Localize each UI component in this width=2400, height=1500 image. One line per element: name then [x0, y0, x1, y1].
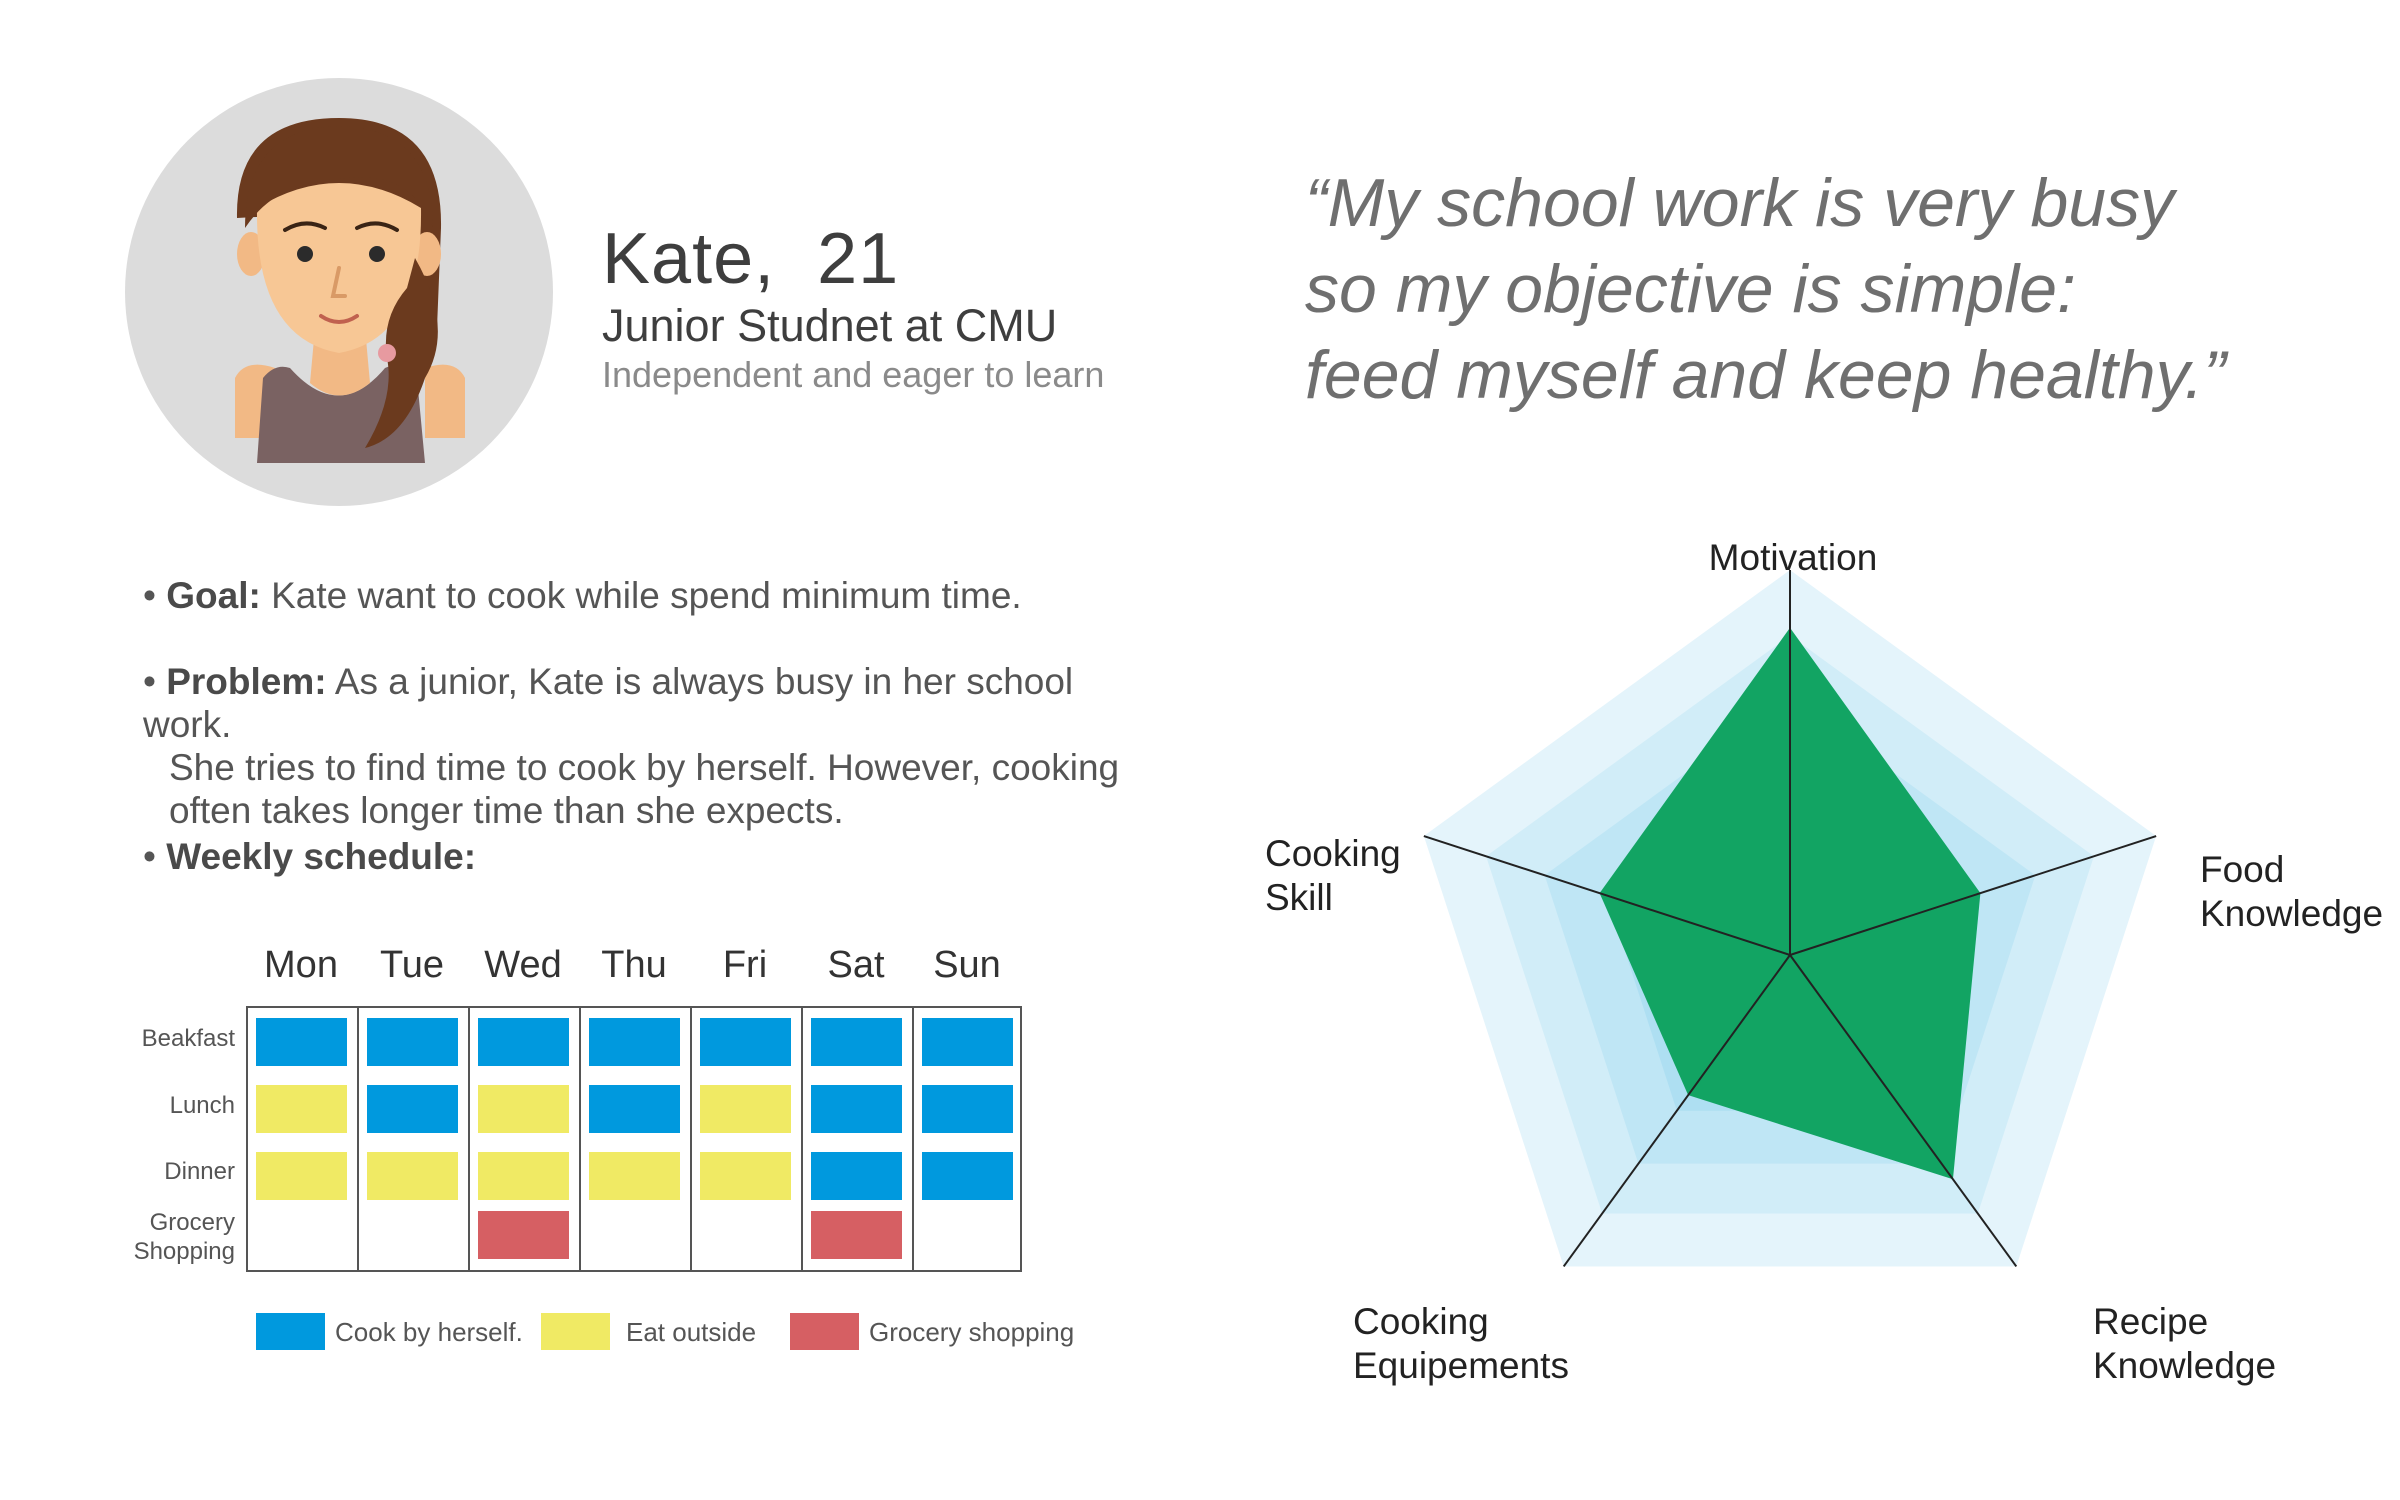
- goal-label: Goal:: [166, 575, 261, 616]
- legend-swatch-cook: [256, 1313, 325, 1350]
- legend-label-cook: Cook by herself.: [335, 1317, 523, 1347]
- day-header-thu: Thu: [601, 944, 667, 986]
- radar-axis: [1789, 835, 2157, 956]
- schedule-cell-outside: [256, 1085, 347, 1133]
- schedule-bullet: • Weekly schedule:: [143, 836, 477, 877]
- problem-text-line3: often takes longer time than she expects…: [169, 790, 844, 831]
- row-label: Grocery Shopping: [133, 1209, 235, 1265]
- schedule-cell-grocery: [811, 1211, 902, 1259]
- row-label: Beakfast: [141, 1025, 235, 1052]
- schedule-cell-cook: [367, 1018, 458, 1066]
- schedule-cell-cook: [811, 1085, 902, 1133]
- grid-divider: [801, 1008, 803, 1270]
- legend-swatch-grocery: [790, 1313, 859, 1350]
- day-header-fri: Fri: [722, 944, 768, 986]
- schedule-cell-cook: [589, 1085, 680, 1133]
- schedule-cell-cook: [922, 1085, 1013, 1133]
- goal-bullet: • Goal: Kate want to cook while spend mi…: [143, 575, 1022, 616]
- radar-axis: [1562, 954, 1791, 1268]
- schedule-cell-outside: [700, 1152, 791, 1200]
- row-label: Dinner: [164, 1158, 235, 1185]
- schedule-cell-cook: [478, 1018, 569, 1066]
- radar-axis-label: Cooking Skill: [1265, 833, 1401, 918]
- schedule-cell-cook: [922, 1152, 1013, 1200]
- schedule-cell-outside: [478, 1152, 569, 1200]
- problem-label: Problem:: [166, 661, 327, 702]
- day-header-mon: Mon: [264, 944, 338, 986]
- schedule-grid: [246, 1006, 1022, 1272]
- schedule-label: Weekly schedule:: [166, 836, 477, 877]
- radar-axis-label: Recipe Knowledge: [2093, 1301, 2277, 1386]
- schedule-cell-cook: [922, 1018, 1013, 1066]
- schedule-cell-outside: [256, 1152, 347, 1200]
- schedule-cell-cook: [811, 1152, 902, 1200]
- radar-axis: [1789, 954, 2018, 1268]
- radar-axis-label: Cooking Equipements: [1353, 1301, 1569, 1386]
- persona-tagline: Independent and eager to learn: [602, 354, 1105, 395]
- persona-name: Kate, 21: [602, 219, 900, 299]
- schedule-cell-cook: [256, 1018, 347, 1066]
- day-header-wed: Wed: [484, 944, 562, 986]
- schedule-cell-outside: [589, 1152, 680, 1200]
- schedule-cell-outside: [700, 1085, 791, 1133]
- schedule-cell-cook: [589, 1018, 680, 1066]
- grid-divider: [357, 1008, 359, 1270]
- radar-axis-label: Food Knowledge: [2200, 849, 2384, 934]
- day-header-tue: Tue: [379, 944, 445, 986]
- schedule-cell-outside: [367, 1152, 458, 1200]
- skills-radar-chart: [1423, 570, 2157, 1268]
- schedule-cell-grocery: [478, 1211, 569, 1259]
- row-label: Lunch: [169, 1092, 235, 1119]
- schedule-cell-cook: [811, 1018, 902, 1066]
- problem-text-line2: She tries to find time to cook by hersel…: [169, 747, 1120, 788]
- schedule-cell-cook: [367, 1085, 458, 1133]
- radar-axis: [1423, 835, 1791, 956]
- radar-axis-label: Motivation: [1708, 537, 1878, 578]
- legend-swatch-outside: [541, 1313, 610, 1350]
- schedule-cell-outside: [478, 1085, 569, 1133]
- persona-role: Junior Studnet at CMU: [602, 300, 1058, 351]
- grid-divider: [579, 1008, 581, 1270]
- grid-divider: [468, 1008, 470, 1270]
- problem-text: As a junior, Kate is always busy in her …: [143, 661, 1074, 745]
- goal-text: Kate want to cook while spend minimum ti…: [260, 575, 1022, 616]
- grid-divider: [690, 1008, 692, 1270]
- legend-label-grocery: Grocery shopping: [869, 1317, 1075, 1347]
- day-header-sat: Sat: [827, 944, 885, 986]
- schedule-cell-cook: [700, 1018, 791, 1066]
- legend-label-outside: Eat outside: [626, 1317, 757, 1347]
- avatar: [125, 78, 553, 506]
- persona-quote: “My school work is very busy so my objec…: [1305, 165, 2227, 413]
- problem-bullet: • Problem: As a junior, Kate is always b…: [143, 660, 1143, 832]
- grid-divider: [912, 1008, 914, 1270]
- day-header-sun: Sun: [933, 944, 1001, 986]
